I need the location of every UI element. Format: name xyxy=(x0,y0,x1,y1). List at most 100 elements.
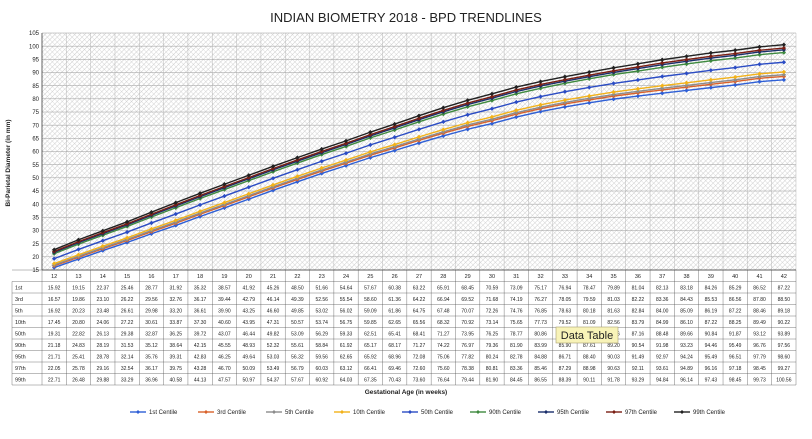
table-cell: 61.92 xyxy=(340,343,353,349)
data-point xyxy=(587,85,592,90)
table-cell: 69.52 xyxy=(461,297,474,303)
table-cell: 84.45 xyxy=(510,378,523,384)
y-tick-label: 100 xyxy=(29,44,40,50)
table-cell: 71.68 xyxy=(486,297,499,303)
table-cell: 49.82 xyxy=(267,332,280,338)
table-cell: 87.80 xyxy=(753,297,766,303)
table-cell: 36.17 xyxy=(194,297,207,303)
table-cell: 90.63 xyxy=(607,366,620,372)
table-cell: 82.22 xyxy=(632,297,645,303)
data-point xyxy=(587,70,592,75)
data-point xyxy=(270,176,276,181)
data-point xyxy=(660,83,665,88)
data-point xyxy=(635,93,641,99)
table-cell: 85.90 xyxy=(559,343,572,349)
table-cell: 85.09 xyxy=(680,309,693,315)
data-point xyxy=(489,98,495,103)
table-cell: 70.59 xyxy=(486,286,499,292)
data-point xyxy=(149,226,154,232)
legend-marker xyxy=(544,410,548,414)
data-point xyxy=(270,188,276,193)
data-point xyxy=(781,60,787,65)
table-cell: 96.76 xyxy=(753,343,766,349)
table-cell: 49.39 xyxy=(291,297,304,303)
data-point xyxy=(635,77,641,83)
table-cell: 26.61 xyxy=(121,309,134,315)
data-point xyxy=(124,219,130,225)
table-cell: 39.90 xyxy=(218,309,231,315)
data-point xyxy=(757,71,762,77)
table-cell: 61.86 xyxy=(388,309,401,315)
x-tick-label: 15 xyxy=(124,274,130,280)
data-point xyxy=(465,120,470,125)
data-point xyxy=(246,191,251,196)
table-cell: 46.25 xyxy=(218,355,231,361)
data-point xyxy=(368,129,373,135)
data-point xyxy=(489,117,495,122)
data-point xyxy=(514,91,519,97)
y-tick-label: 40 xyxy=(32,202,39,208)
data-point xyxy=(246,173,251,178)
data-point xyxy=(781,77,787,83)
data-point xyxy=(441,127,446,132)
grid xyxy=(41,32,797,271)
table-cell: 85.29 xyxy=(729,286,742,292)
table-cell: 32.87 xyxy=(145,332,158,338)
table-cell: 82.56 xyxy=(607,320,620,326)
data-point xyxy=(416,116,422,121)
x-tick-label: 26 xyxy=(392,274,398,280)
data-point xyxy=(611,89,616,95)
chart-title: INDIAN BIOMETRY 2018 - BPD TRENDLINES xyxy=(270,10,542,25)
x-tick-label: 41 xyxy=(756,274,762,280)
series-10th xyxy=(51,69,787,266)
data-point xyxy=(514,87,519,93)
data-point xyxy=(368,155,373,160)
legend-item-97th: 97th Centile xyxy=(606,410,658,416)
table-cell: 69.46 xyxy=(388,366,401,372)
data-point xyxy=(514,114,519,120)
data-point xyxy=(246,185,251,190)
table-cell: 40.60 xyxy=(218,320,231,326)
data-point xyxy=(684,54,689,59)
table-cell: 43.28 xyxy=(194,366,207,372)
table-cell: 86.10 xyxy=(680,320,693,326)
table-row-label: 1st xyxy=(15,286,23,292)
data-point xyxy=(611,81,616,86)
data-point xyxy=(51,247,57,252)
data-point xyxy=(392,124,397,129)
data-point xyxy=(538,102,543,108)
data-point xyxy=(149,220,154,226)
table-cell: 83.18 xyxy=(680,286,693,292)
x-tick-label: 12 xyxy=(51,274,57,280)
data-point xyxy=(222,193,227,199)
table-cell: 25.41 xyxy=(72,355,85,361)
legend-label: 10th Centile xyxy=(353,410,386,416)
table-cell: 77.73 xyxy=(534,320,547,326)
table-cell: 80.81 xyxy=(486,366,499,372)
table-cell: 36.25 xyxy=(170,332,183,338)
table-cell: 79.36 xyxy=(486,343,499,349)
x-tick-label: 17 xyxy=(173,274,179,280)
table-cell: 65.17 xyxy=(364,343,377,349)
legend-item-1st: 1st Centile xyxy=(130,410,178,416)
y-tick-label: 30 xyxy=(32,229,39,235)
y-tick-label: 105 xyxy=(29,31,40,37)
table-cell: 43.07 xyxy=(218,332,231,338)
table-cell: 29.38 xyxy=(121,332,134,338)
x-axis-label: Gestational Age (in weeks) xyxy=(365,389,447,396)
data-point xyxy=(489,121,495,126)
table-cell: 81.09 xyxy=(583,320,596,326)
data-point xyxy=(562,74,568,79)
table-cell: 36.61 xyxy=(194,309,207,315)
table-cell: 43.25 xyxy=(242,309,255,315)
table-cell: 43.95 xyxy=(242,320,255,326)
table-cell: 90.22 xyxy=(778,320,791,326)
data-point xyxy=(441,129,446,135)
legend-label: 50th Centile xyxy=(421,410,454,416)
legend-marker xyxy=(680,410,684,414)
table-cell: 77.82 xyxy=(461,355,474,361)
table-cell: 68.17 xyxy=(388,343,401,349)
table-cell: 20.23 xyxy=(72,309,85,315)
table-cell: 86.56 xyxy=(729,297,742,303)
